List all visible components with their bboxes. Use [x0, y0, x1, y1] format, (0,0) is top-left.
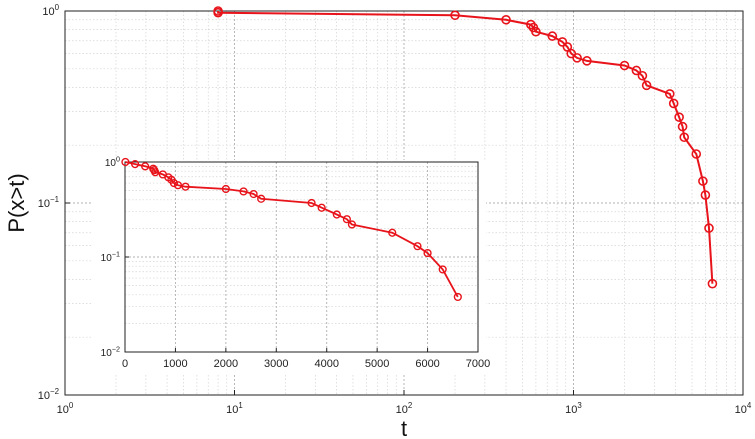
inset-x-tick-label: 1000	[163, 358, 187, 370]
inset-y-tick-label-base: 10	[101, 348, 113, 359]
inset-x-tick-label: 5000	[365, 358, 389, 370]
y-tick-label: 100	[42, 3, 59, 18]
y-tick-label-exponent: −1	[50, 195, 60, 204]
y-tick-label-exponent: −2	[50, 387, 59, 396]
x-tick-label-exponent: 4	[747, 401, 752, 410]
inset-x-tick-label: 7000	[466, 358, 490, 370]
x-tick-label-base: 10	[396, 404, 408, 416]
data-point	[668, 98, 679, 109]
inset-data-point	[388, 228, 397, 237]
inset-y-tick-label: 100	[105, 155, 120, 170]
y-tick-label: 10−1	[38, 195, 60, 210]
data-point	[631, 65, 642, 76]
x-tick-label: 104	[735, 401, 752, 416]
inset-x-tick-label: 6000	[415, 358, 439, 370]
inset-y-tick-label: 10−1	[101, 250, 120, 265]
inset-data-point	[121, 157, 130, 167]
inset-data-point	[239, 187, 248, 196]
data-point	[572, 53, 582, 63]
x-tick-label-base: 10	[735, 404, 747, 416]
data-point	[707, 278, 718, 289]
x-tick-label-base: 10	[565, 404, 577, 416]
data-point	[704, 223, 714, 233]
x-tick-label: 100	[57, 401, 74, 416]
inset-data-point	[342, 215, 351, 224]
inset-data-point	[181, 182, 190, 191]
inset-x-tick-label: 0	[122, 358, 128, 370]
inset-y-tick-label-exponent: −2	[112, 345, 120, 354]
y-tick-label-base: 10	[38, 390, 50, 402]
inset-data-point	[317, 203, 326, 212]
data-point	[450, 10, 460, 21]
data-point	[547, 31, 558, 41]
inset-x-tick-label: 3000	[264, 358, 288, 370]
inset-data-point	[151, 168, 160, 177]
data-point	[582, 56, 592, 66]
inset-data-point	[141, 162, 150, 171]
inset-data-point	[347, 220, 357, 229]
inset-data-point	[130, 160, 140, 169]
y-tick-label: 10−2	[38, 387, 59, 402]
inset-data-point	[249, 189, 258, 199]
inset-x-tick-label: 2000	[214, 358, 238, 370]
inset-y-tick-label-exponent: −1	[112, 250, 120, 259]
y-axis-label: P(x>t)	[4, 173, 29, 232]
inset-y-tick-label-base: 10	[101, 253, 113, 264]
data-point	[665, 89, 675, 99]
data-point	[557, 37, 568, 47]
data-point	[637, 70, 648, 81]
inset-y-tick-label: 10−2	[101, 345, 120, 360]
x-tick-label-exponent: 0	[69, 401, 74, 410]
x-tick-label-exponent: 3	[577, 401, 582, 410]
data-point	[641, 80, 652, 91]
inset-data-point	[413, 242, 422, 251]
inset-data-point	[453, 292, 462, 302]
inset-y-tick-label-exponent: 0	[116, 155, 120, 164]
y-tick-label-base: 10	[38, 198, 50, 210]
inset-series-line	[125, 161, 459, 298]
x-tick-label-exponent: 2	[408, 401, 412, 410]
x-tick-label: 102	[396, 401, 413, 416]
data-point	[698, 176, 708, 186]
inset-data-point	[307, 198, 316, 208]
y-tick-label-exponent: 0	[55, 3, 60, 12]
data-point	[213, 7, 223, 18]
inset-data-point	[169, 178, 179, 188]
series-line	[217, 11, 714, 284]
inset-data-point	[438, 265, 447, 274]
x-tick-label-base: 10	[57, 404, 69, 416]
data-point	[501, 14, 511, 25]
x-tick-label: 101	[226, 401, 243, 416]
data-point	[619, 60, 630, 71]
inset-x-tick-label: 4000	[314, 358, 338, 370]
x-tick-label-base: 10	[226, 404, 238, 416]
inset-data-point	[332, 210, 341, 219]
inset-data-point	[173, 181, 183, 190]
x-axis-label: t	[401, 416, 407, 439]
data-point	[700, 190, 711, 200]
x-tick-label: 103	[565, 401, 582, 416]
data-point	[677, 121, 688, 132]
data-point	[691, 149, 702, 159]
data-point	[674, 112, 684, 122]
inset-data-point	[423, 248, 432, 258]
y-tick-label-base: 10	[42, 6, 54, 18]
x-tick-label-exponent: 1	[238, 401, 243, 410]
inset-y-tick-label-base: 10	[105, 158, 117, 169]
inset-data-point	[257, 194, 266, 203]
data-point	[679, 132, 690, 143]
inset-data-point	[221, 184, 230, 194]
data-point	[531, 26, 541, 37]
